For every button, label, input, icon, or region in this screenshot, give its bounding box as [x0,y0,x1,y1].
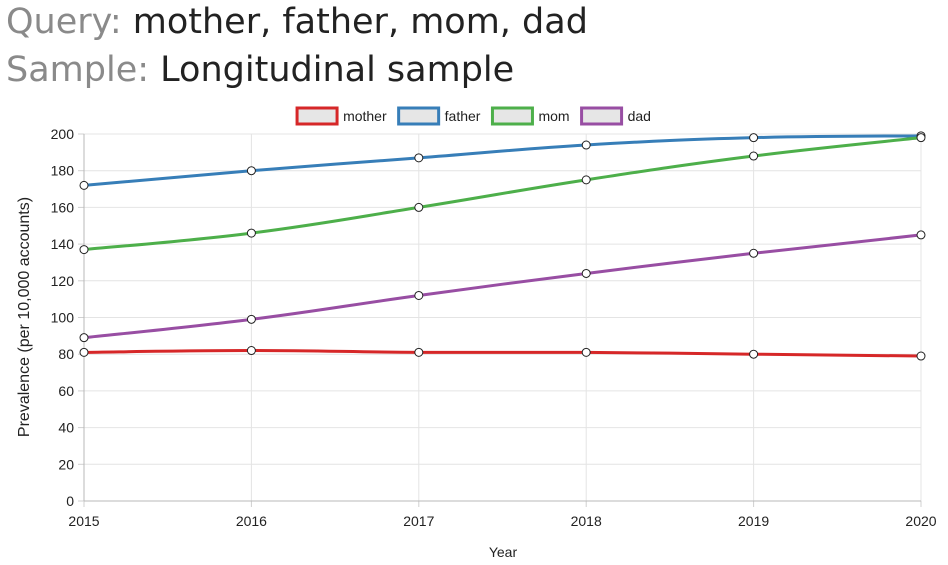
data-point-mother [79,347,89,357]
data-point-mother [916,351,926,361]
data-point-dad [414,290,424,300]
x-tick-label: 2015 [68,513,99,529]
x-tick-label: 2018 [571,513,602,529]
query-key: Query: [6,2,122,42]
data-point-father [79,180,89,190]
x-tick-label: 2016 [236,513,267,529]
sample-value: Longitudinal sample [160,50,515,90]
sample-line: Sample: Longitudinal sample [6,48,514,92]
x-tick-label: 2020 [905,513,936,529]
series-line-mother [83,349,922,358]
y-tick-label: 180 [51,163,75,179]
y-tick-label: 100 [51,310,75,326]
axes: 0 20 40 60 80 100 120 140 160 180 200 2015 2016 2017 2… [51,126,937,529]
data-point-mom [414,202,424,212]
legend-label-father: father [445,108,481,124]
x-tick-label: 2017 [403,513,434,529]
series-line-mom [83,136,922,252]
y-tick-label: 120 [51,273,75,289]
grid-lines [83,133,922,502]
series-layer [79,131,926,361]
legend-label-mom: mom [538,108,569,124]
data-point-mother [581,347,591,357]
data-point-mom [916,133,926,143]
y-tick-label: 200 [51,126,75,142]
data-point-father [246,166,256,176]
data-point-father [414,153,424,163]
data-point-father [749,133,759,143]
data-point-mother [749,349,759,359]
data-point-mom [581,175,591,185]
data-point-dad [581,268,591,278]
y-tick-label: 60 [58,383,74,399]
y-axis-label: Prevalence (per 10,000 accounts) [16,197,33,437]
data-point-mom [749,151,759,161]
y-tick-label: 40 [58,420,74,436]
legend-swatch-mother [295,106,339,126]
y-tick-label: 20 [58,456,74,472]
data-point-dad [246,314,256,324]
query-line: Query: mother, father, mom, dad [6,0,588,44]
x-axis-label: Year [489,544,518,560]
legend-swatch-dad [580,106,624,126]
y-tick-label: 140 [51,236,75,252]
y-tick-label: 160 [51,199,75,215]
legend: mother father mom dad [295,106,651,126]
data-point-mom [246,228,256,238]
legend-swatch-father [397,106,441,126]
legend-swatch-mom [490,106,534,126]
legend-label-dad: dad [628,108,651,124]
data-point-mother [414,347,424,357]
data-point-father [581,140,591,150]
x-tick-label: 2019 [738,513,769,529]
series-line-father [83,134,922,187]
y-tick-label: 0 [66,493,74,509]
data-point-mom [79,245,89,255]
legend-label-mother: mother [343,108,387,124]
y-tick-label: 80 [58,346,74,362]
data-point-dad [749,248,759,258]
data-point-mother [246,346,256,356]
series-line-dad [83,233,922,340]
sample-key: Sample: [6,50,150,90]
data-point-dad [916,230,926,240]
data-point-dad [79,333,89,343]
query-value: mother, father, mom, dad [132,2,588,42]
